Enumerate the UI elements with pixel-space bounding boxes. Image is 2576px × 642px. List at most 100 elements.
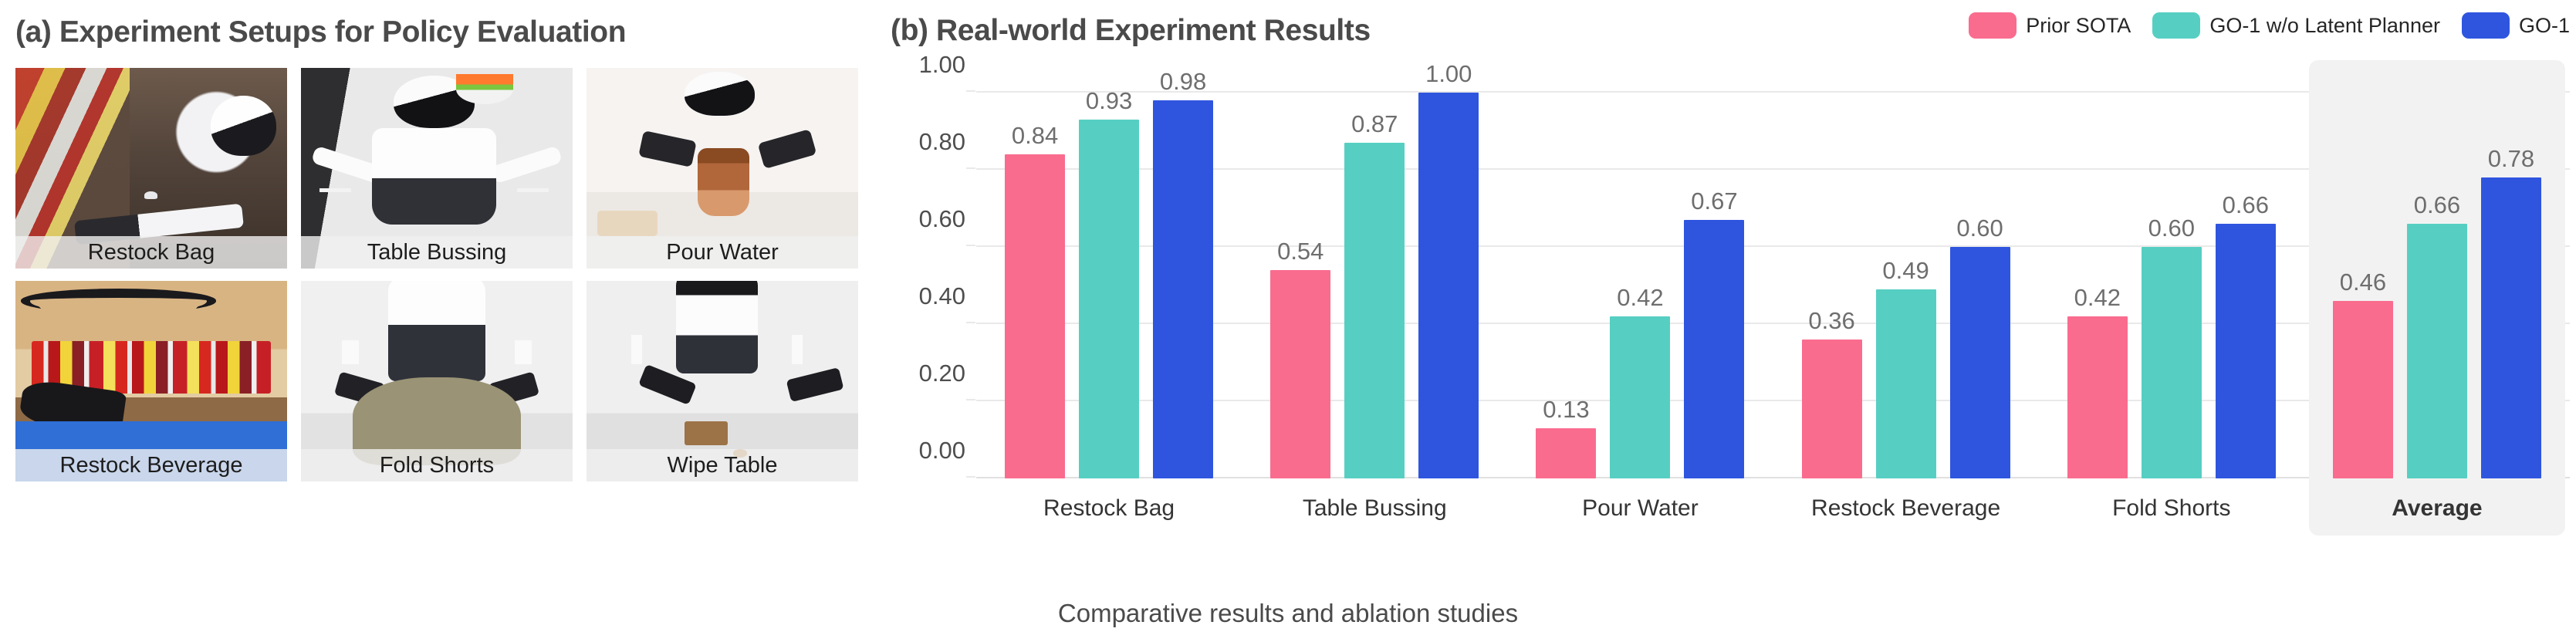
- legend-label: Prior SOTA: [2026, 13, 2131, 37]
- y-tick-mark: [966, 399, 975, 400]
- bar-slot: 1.00: [1418, 60, 1479, 478]
- photo-caption: Fold Shorts: [301, 449, 573, 482]
- bar[interactable]: [2406, 224, 2467, 478]
- bar-value-label: 0.98: [1159, 68, 1207, 95]
- bar-value-label: 0.66: [2413, 191, 2461, 218]
- panel-a-title: (a) Experiment Setups for Policy Evaluat…: [15, 15, 627, 49]
- bar-value-label: 0.87: [1351, 110, 1398, 137]
- x-axis-label: Restock Beverage: [1811, 495, 2001, 521]
- gridline: [976, 91, 2570, 93]
- x-axis-label: Restock Bag: [1043, 495, 1175, 521]
- bar[interactable]: [2067, 316, 2128, 478]
- bar-value-label: 0.13: [1543, 396, 1590, 423]
- bar-value-label: 0.60: [2148, 215, 2195, 242]
- x-axis-label: Pour Water: [1582, 495, 1699, 521]
- bar-slot: 0.54: [1270, 93, 1331, 478]
- y-axis-tick-label: 1.00: [918, 51, 965, 78]
- legend-item-1[interactable]: GO-1 w/o Latent Planner: [2152, 12, 2440, 39]
- bar[interactable]: [2332, 301, 2393, 478]
- bar[interactable]: [2141, 247, 2202, 478]
- photo-cell-fold-shorts: Fold Shorts: [301, 281, 573, 482]
- bar-slot: 0.49: [1875, 93, 1936, 478]
- y-tick-mark: [966, 476, 975, 478]
- y-axis-tick-label: 0.80: [918, 128, 965, 155]
- bar[interactable]: [1949, 247, 2010, 478]
- bar-slot: 0.42: [2067, 93, 2128, 478]
- photo-grid: Restock Bag Table Bussing Pour Water Res…: [15, 68, 858, 482]
- bar-value-label: 0.42: [1617, 284, 1664, 311]
- bar[interactable]: [1536, 428, 1597, 478]
- photo-table-bussing-image: [301, 68, 573, 269]
- bar[interactable]: [1801, 340, 1862, 478]
- photo-restock-bag-image: [15, 68, 287, 269]
- gridline: [976, 245, 2570, 247]
- figure-caption: Comparative results and ablation studies: [1057, 599, 1519, 627]
- bar[interactable]: [2215, 224, 2276, 478]
- bar-slot: 0.67: [1684, 93, 1745, 478]
- photo-fold-shorts-image: [301, 281, 573, 482]
- bar-value-label: 0.42: [2074, 284, 2121, 311]
- bar-slot: 0.98: [1153, 68, 1214, 478]
- y-tick-mark: [966, 245, 975, 246]
- bar-value-label: 1.00: [1425, 60, 1472, 87]
- bar-slot: 0.46: [2332, 93, 2393, 478]
- bar[interactable]: [1079, 120, 1140, 478]
- photo-caption: Pour Water: [587, 236, 858, 269]
- y-axis-tick-label: 0.00: [918, 437, 965, 464]
- chart-legend: Prior SOTA GO-1 w/o Latent Planner GO-1: [1969, 12, 2570, 39]
- y-tick-mark: [966, 90, 975, 92]
- photo-pour-water-image: [587, 68, 858, 269]
- panel-a-experiment-setups: (a) Experiment Setups for Policy Evaluat…: [14, 0, 878, 610]
- bar-group-pour-water: 0.13 0.42 0.67 Pour Water: [1507, 93, 1773, 521]
- bar-slot: 0.78: [2480, 93, 2541, 478]
- panel-b-results: (b) Real-world Experiment Results Prior …: [880, 0, 2576, 610]
- y-tick-mark: [966, 322, 975, 323]
- photo-cell-wipe-table: Wipe Table: [587, 281, 858, 482]
- photo-caption: Restock Beverage: [15, 449, 287, 482]
- bar[interactable]: [1344, 143, 1405, 478]
- y-axis-tick-label: 0.40: [918, 282, 965, 309]
- photo-caption: Table Bussing: [301, 236, 573, 269]
- bar[interactable]: [1005, 154, 1066, 478]
- y-tick-mark: [966, 167, 975, 169]
- bar[interactable]: [2480, 177, 2541, 478]
- bar-group-average: 0.46 0.66 0.78 Average: [2304, 60, 2570, 536]
- bar-value-label: 0.93: [1085, 87, 1133, 114]
- bar-slot: 0.93: [1079, 87, 1140, 478]
- y-axis-tick-label: 0.60: [918, 205, 965, 232]
- bar[interactable]: [1153, 100, 1214, 478]
- bar-slot: 0.66: [2406, 93, 2467, 478]
- legend-item-0[interactable]: Prior SOTA: [1969, 12, 2131, 39]
- y-axis-tick-label: 0.20: [918, 360, 965, 387]
- bar-group-table-bussing: 0.54 0.87 1.00 Table Bussing: [1242, 60, 1507, 521]
- bar[interactable]: [1684, 220, 1745, 478]
- bar[interactable]: [1610, 316, 1671, 478]
- bar-group-restock-beverage: 0.36 0.49 0.60 Restock Beverage: [1773, 93, 2039, 521]
- bar-slot: 0.13: [1536, 93, 1597, 478]
- legend-item-2[interactable]: GO-1: [2461, 12, 2570, 39]
- legend-label: GO-1 w/o Latent Planner: [2209, 13, 2440, 37]
- bar-slot: 0.42: [1610, 93, 1671, 478]
- bar[interactable]: [1418, 93, 1479, 478]
- bar-slot: 0.66: [2215, 93, 2276, 478]
- bar-value-label: 0.66: [2222, 191, 2269, 218]
- x-axis-label: Average: [2392, 495, 2483, 521]
- photo-caption: Wipe Table: [587, 449, 858, 482]
- bar-chart: 0.00 0.20 0.40 0.60 0.80 1.00 0.84 0.93 0.98 Res…: [880, 51, 2576, 549]
- bar-value-label: 0.36: [1808, 307, 1855, 334]
- bar-value-label: 0.67: [1691, 188, 1738, 215]
- bar-value-label: 0.49: [1882, 257, 1929, 284]
- bar[interactable]: [1875, 289, 1936, 478]
- bar-value-label: 0.60: [1956, 215, 2003, 242]
- legend-swatch-icon: [2461, 12, 2510, 39]
- gridline: [976, 477, 2570, 478]
- bar-slot: 0.60: [2141, 93, 2202, 478]
- bar-value-label: 0.78: [2487, 145, 2535, 172]
- bar-slot: 0.36: [1801, 93, 1862, 478]
- bar-group-restock-bag: 0.84 0.93 0.98 Restock Bag: [976, 68, 1242, 521]
- legend-label: GO-1: [2518, 13, 2570, 37]
- gridline: [976, 323, 2570, 324]
- bar[interactable]: [1270, 270, 1331, 478]
- x-axis-label: Table Bussing: [1302, 495, 1447, 521]
